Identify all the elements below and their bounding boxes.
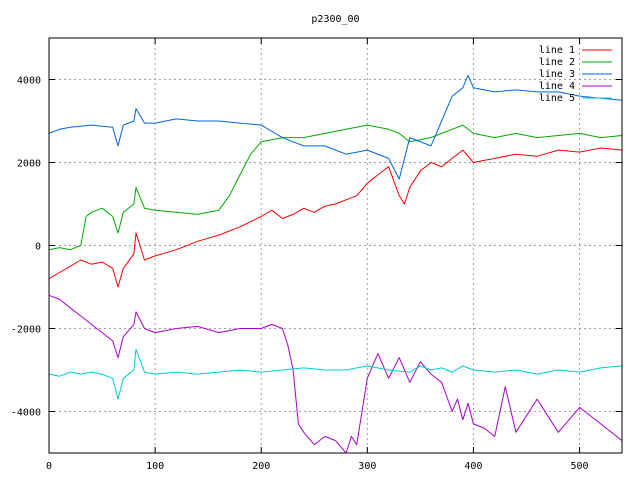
x-tick-label: 100 <box>146 461 164 472</box>
series-line-3 <box>48 74 623 180</box>
x-tick-label: 500 <box>571 461 589 472</box>
x-tick-label: 0 <box>46 461 52 472</box>
x-tick-label: 400 <box>464 461 482 472</box>
series-line-1 <box>48 147 623 288</box>
series-line-5 <box>48 348 623 400</box>
legend-label: line 5 <box>539 93 575 104</box>
y-tick-label: 4000 <box>17 76 41 87</box>
legend-label: line 3 <box>539 69 575 80</box>
y-tick-label: -4000 <box>11 408 41 419</box>
series-line-4 <box>48 294 623 454</box>
y-tick-label: 0 <box>35 242 41 253</box>
axes: 0 100 200 300 400 500 -4000 -2000 0 2000 4000 <box>11 38 622 472</box>
x-tick-label: 200 <box>252 461 270 472</box>
series-group <box>48 74 623 454</box>
legend-label: line 2 <box>539 57 575 68</box>
legend-label: line 4 <box>539 81 575 92</box>
x-tick-label: 300 <box>358 461 376 472</box>
chart-title: p2300_00 <box>311 14 359 25</box>
series-line-2 <box>48 124 623 251</box>
legend-label: line 1 <box>539 45 575 56</box>
y-tick-label: 2000 <box>17 159 41 170</box>
y-tick-label: -2000 <box>11 325 41 336</box>
